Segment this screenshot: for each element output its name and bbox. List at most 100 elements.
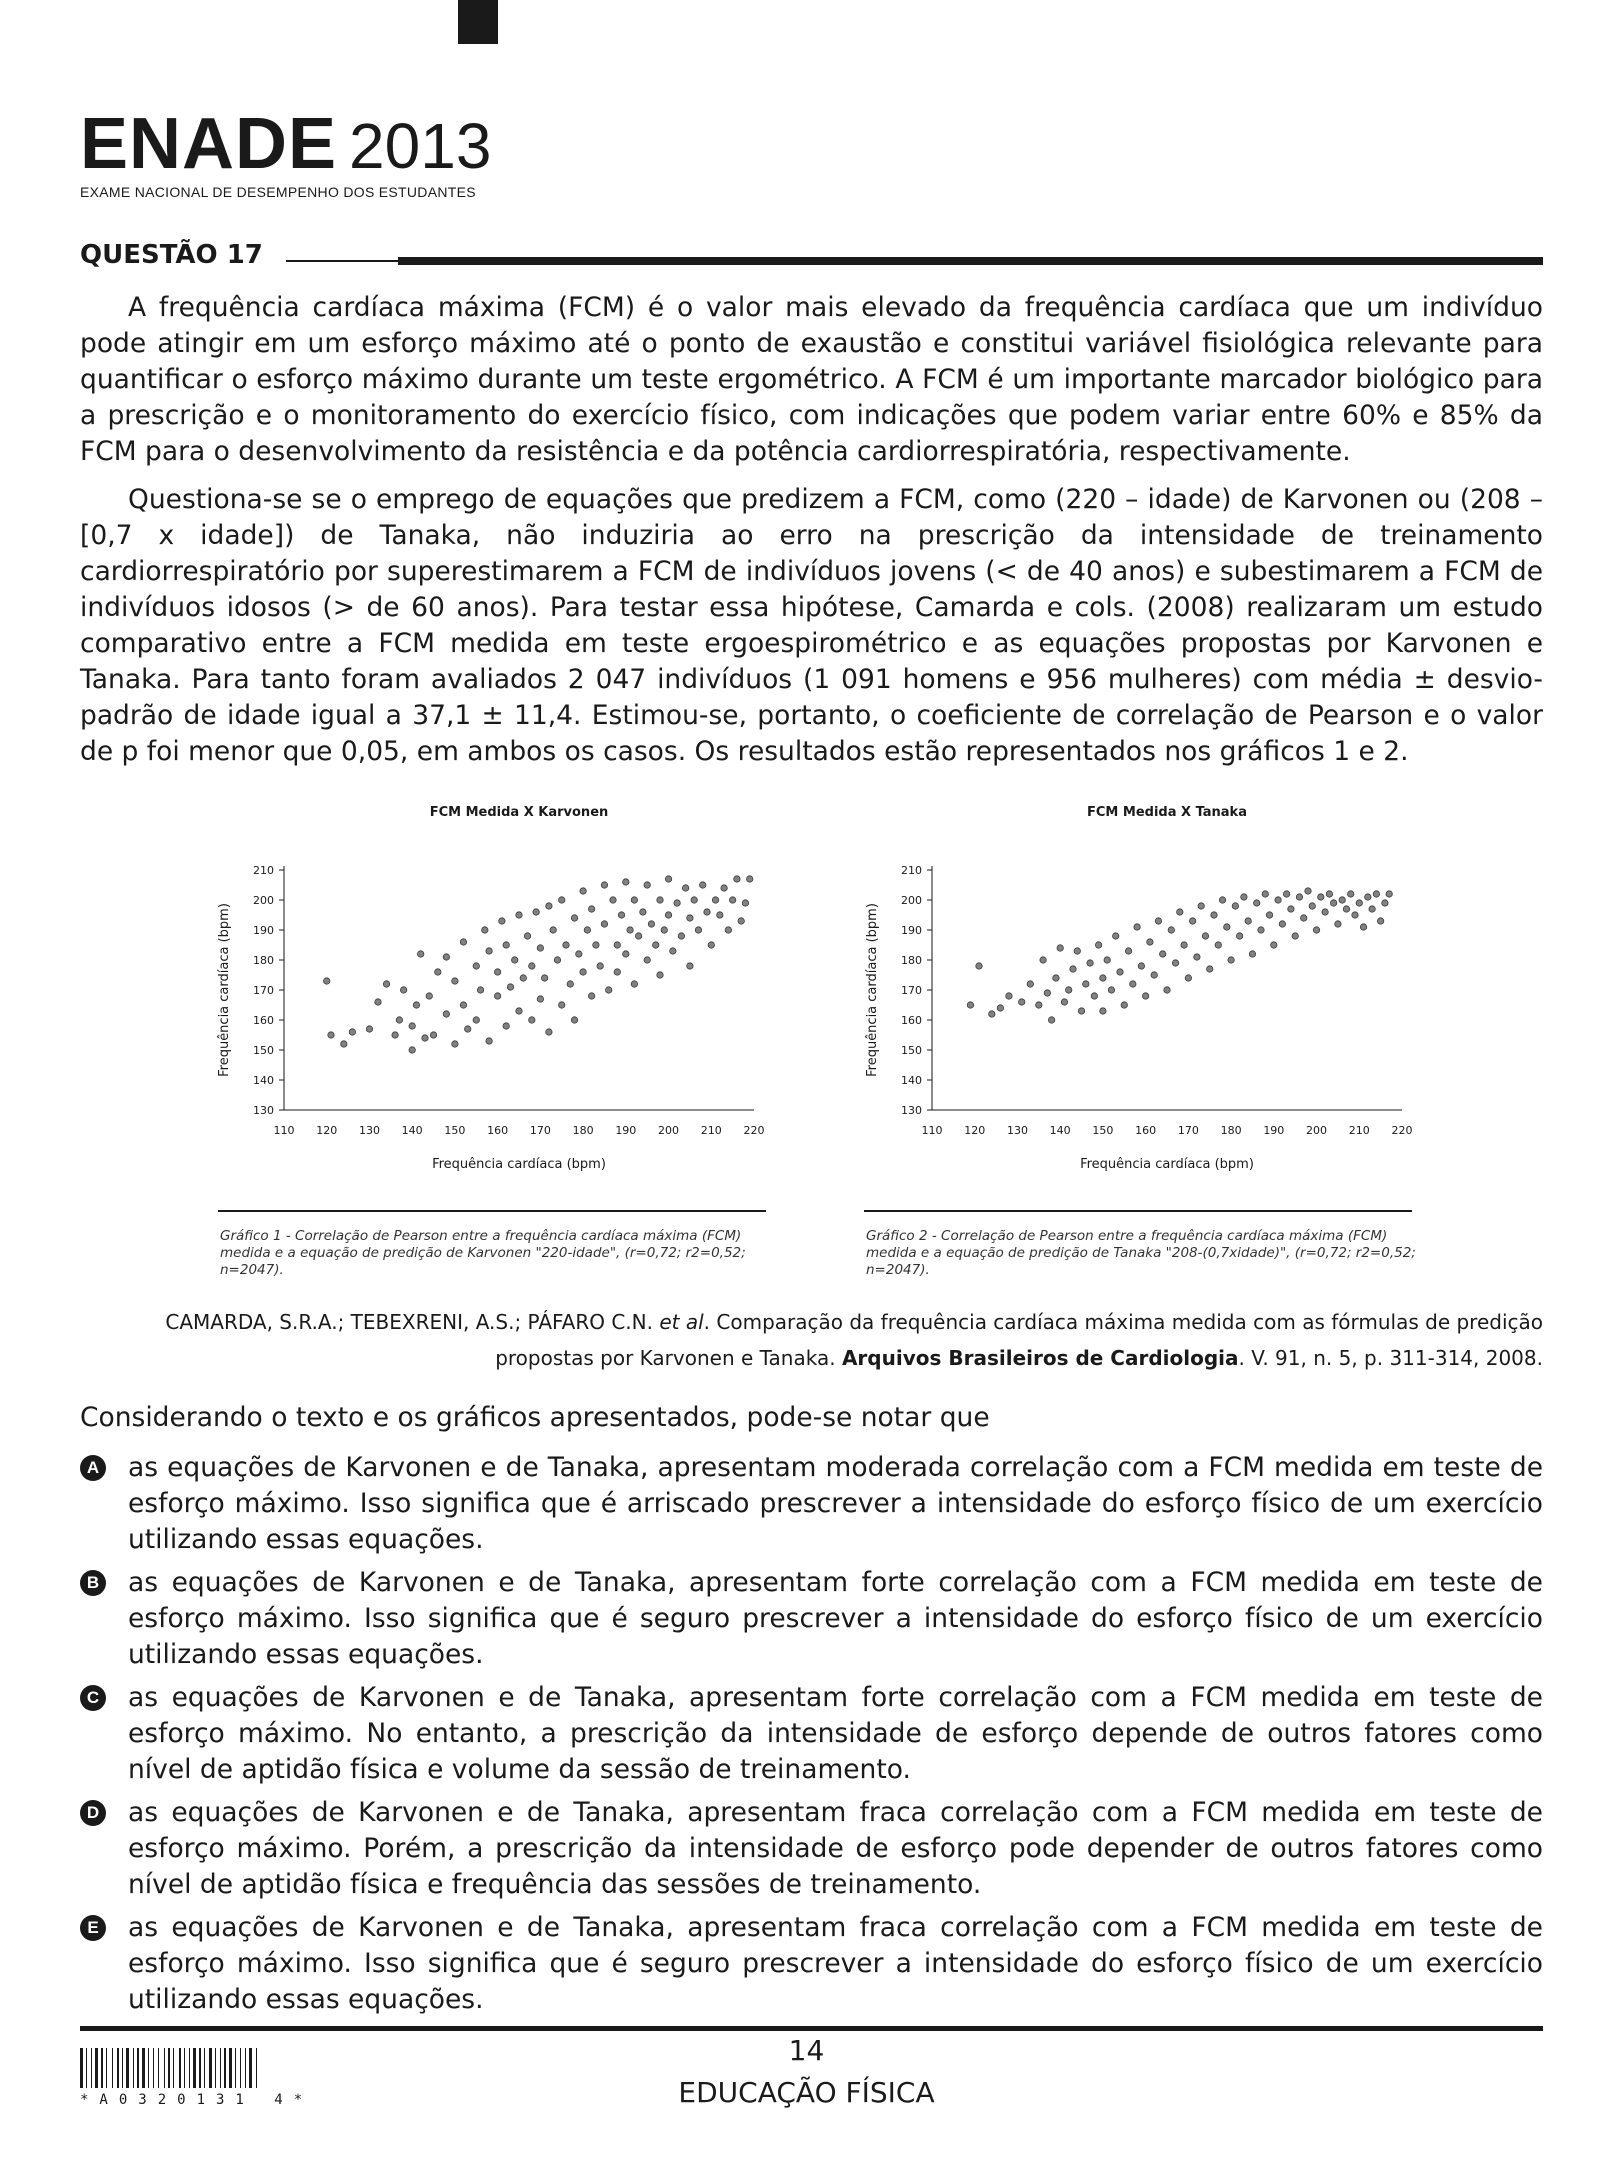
x-tick-label: 110 xyxy=(274,1124,295,1137)
barcode-bar xyxy=(168,2048,170,2088)
scatter-point xyxy=(694,926,703,934)
scatter-point xyxy=(596,962,604,970)
scatter-point xyxy=(549,926,557,934)
y-axis-label: Frequência cardíaca (bpm) xyxy=(865,903,880,1077)
scatter-point xyxy=(434,968,442,976)
scatter-point xyxy=(639,908,647,916)
barcode-bar xyxy=(184,2048,185,2088)
scatter-point xyxy=(1090,992,1098,1000)
scatter-point xyxy=(1206,965,1214,973)
scatter-point xyxy=(481,926,489,934)
y-tick-label: 190 xyxy=(253,924,274,937)
scatter-point xyxy=(1018,998,1026,1006)
y-tick-label: 210 xyxy=(253,864,274,877)
scatter-point xyxy=(566,980,574,988)
scatter-point xyxy=(579,887,587,895)
scatter-point xyxy=(1218,896,1227,904)
scatter-point xyxy=(686,962,694,970)
logo-year: 2013 xyxy=(349,110,492,182)
barcode-bar xyxy=(164,2048,165,2088)
barcode-bar xyxy=(179,2048,181,2088)
y-tick-label: 170 xyxy=(901,984,922,997)
scatter-point xyxy=(485,1037,493,1045)
scatter-point xyxy=(1099,1007,1107,1015)
option-b-badge: B xyxy=(80,1570,106,1596)
caption-rule-2 xyxy=(864,1210,1412,1212)
scatter-point xyxy=(1321,908,1329,916)
scatter-point xyxy=(498,917,506,925)
scatter-point xyxy=(643,881,651,889)
scatter-point xyxy=(1368,905,1376,913)
x-tick-label: 170 xyxy=(1178,1124,1199,1137)
question-prompt: Considerando o texto e os gráficos apres… xyxy=(80,1402,990,1433)
scatter-point xyxy=(1120,1001,1128,1009)
course-name: EDUCAÇÃO FÍSICA xyxy=(678,2076,935,2109)
scatter-point xyxy=(1330,899,1338,907)
paragraph-text: Questiona-se se o emprego de equações qu… xyxy=(80,484,1543,767)
scatter-point xyxy=(605,986,613,994)
barcode-bar xyxy=(148,2048,149,2088)
scatter-point xyxy=(1107,986,1116,994)
scatter-point xyxy=(459,938,468,946)
scatter-point xyxy=(1069,965,1077,973)
x-tick-label: 180 xyxy=(1221,1124,1242,1137)
scatter-point xyxy=(1124,947,1133,955)
option-e-badge: E xyxy=(80,1915,106,1941)
scatter-point xyxy=(523,932,532,940)
scatter-point xyxy=(511,956,519,964)
ref-title-cont: propostas por Karvonen e Tanaka. xyxy=(495,1346,842,1370)
x-tick-label: 210 xyxy=(1349,1124,1370,1137)
scatter-point xyxy=(664,911,673,919)
scatter-point xyxy=(515,1007,523,1015)
barcode-bar xyxy=(173,2048,174,2088)
y-tick-label: 210 xyxy=(901,864,922,877)
x-tick-label: 200 xyxy=(658,1124,679,1137)
scatter-point xyxy=(545,1028,553,1036)
scatter-point xyxy=(1312,926,1321,934)
x-tick-label: 140 xyxy=(1050,1124,1071,1137)
scatter-point xyxy=(1338,896,1346,904)
scatter-point xyxy=(570,914,579,922)
scatter-point xyxy=(472,962,480,970)
scatter-point xyxy=(1381,899,1389,907)
scatter-point xyxy=(656,971,664,979)
option-c-text: as equações de Karvonen e de Tanaka, apr… xyxy=(128,1682,1543,1785)
scatter-point xyxy=(737,917,745,925)
y-tick-label: 170 xyxy=(253,984,274,997)
y-axis-label: Frequência cardíaca (bpm) xyxy=(217,903,232,1077)
scatter-point xyxy=(996,1004,1004,1012)
scatter-point xyxy=(1372,890,1380,898)
scatter-point xyxy=(323,977,331,985)
x-tick-label: 190 xyxy=(615,1124,636,1137)
scatter-point xyxy=(442,1010,450,1018)
footer-rule xyxy=(80,2026,1543,2031)
chart-karvonen-svg: FCM Medida X Karvonen 130 140 150 160 170 180 1… xyxy=(217,805,765,1172)
scatter-point xyxy=(711,896,720,904)
scatter-point xyxy=(1060,998,1069,1006)
scatter-point xyxy=(1278,920,1286,928)
page-number: 14 xyxy=(788,2034,825,2067)
barcode-bar xyxy=(133,2048,134,2088)
question-paragraph-2: Questiona-se se o emprego de equações qu… xyxy=(80,482,1543,770)
title-rule-thick xyxy=(398,257,1543,265)
x-axis-label: Frequência cardíaca (bpm) xyxy=(1080,1157,1254,1172)
scatter-point xyxy=(1270,941,1278,949)
scatter-point xyxy=(1317,893,1325,901)
barcode-bar xyxy=(189,2048,190,2088)
scatter-point xyxy=(1342,905,1351,913)
y-tick-label: 200 xyxy=(901,894,922,907)
scatter-point xyxy=(1133,923,1141,931)
scatter-point xyxy=(673,899,681,907)
scatter-point xyxy=(677,932,685,940)
scatter-point xyxy=(536,995,544,1003)
barcode-bar xyxy=(153,2048,154,2088)
logo-main: ENADE xyxy=(80,104,338,184)
question-title: QUESTÃO 17 xyxy=(80,240,263,270)
scatter-point xyxy=(1184,974,1192,982)
